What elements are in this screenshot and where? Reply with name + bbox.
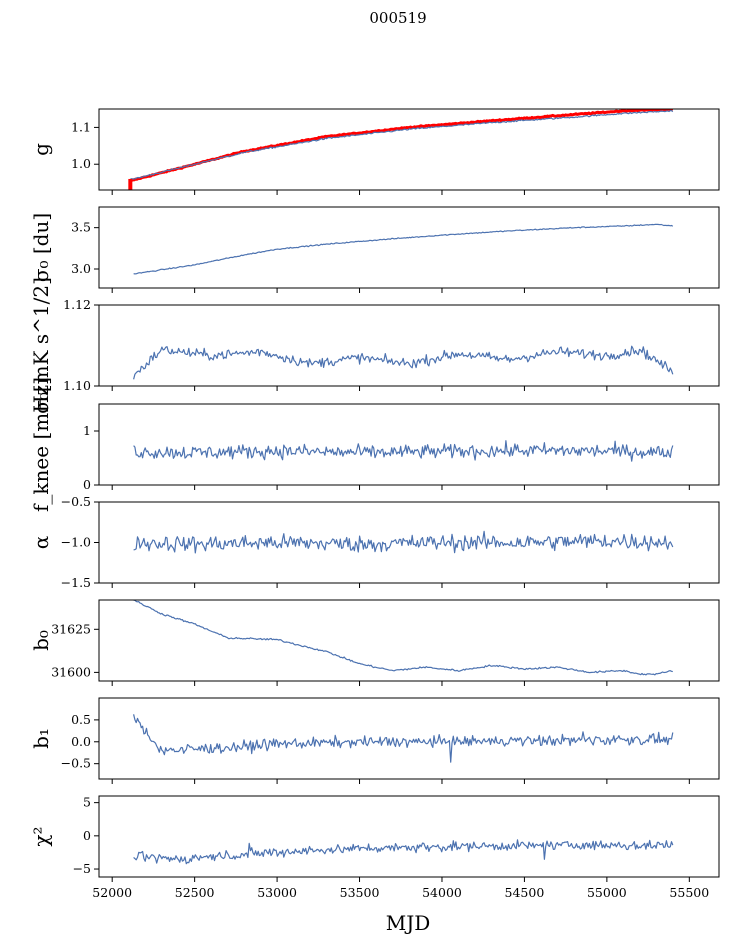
ylabel-fknee: f_knee [mHz] <box>29 377 53 512</box>
series-line-g-1 <box>130 109 674 180</box>
ytick-label: 3.0 <box>71 261 91 276</box>
series-line-sigma0_du-0 <box>133 223 674 275</box>
series-group-alpha <box>133 530 674 554</box>
series-line-b1-0 <box>133 714 674 763</box>
ytick-label: −0.5 <box>61 756 91 771</box>
series-line-chi2-0 <box>133 839 674 865</box>
panel-b1: −0.5 0.0 0.5 b₁ <box>29 697 720 784</box>
xtick-label: 52500 <box>175 885 215 900</box>
panel-g: 1.0 1.1 g <box>29 108 720 195</box>
ytick-label: −1.5 <box>61 575 91 590</box>
panel-sigma0_du: 3.0 3.5 σ₀ [du] <box>29 206 720 293</box>
axes-frame-chi2 <box>98 795 720 878</box>
figure-title: 000519 <box>369 9 426 27</box>
ylabel-b0: b₀ <box>29 630 53 651</box>
series-group-b0 <box>133 600 673 676</box>
ytick-label: 1.12 <box>63 297 91 312</box>
ytick-label: 3.5 <box>71 220 91 235</box>
series-line-g-0 <box>130 109 674 182</box>
ylabel-chi2: χ² <box>29 826 53 846</box>
panel-chi2: −5 0 5 52000 52500 53000 53500 54000 54500 55000 5… <box>29 795 720 900</box>
ylabel-alpha: α <box>29 536 53 550</box>
ytick-label: 31625 <box>51 621 91 636</box>
ytick-label: 1.0 <box>71 156 91 171</box>
ytick-label: 5 <box>83 795 91 810</box>
xtick-label: 54000 <box>422 885 462 900</box>
series-group-chi2 <box>133 839 674 865</box>
ylabel-g: g <box>29 143 53 156</box>
series-line-alpha-0 <box>133 530 674 554</box>
xtick-label: 54500 <box>505 885 545 900</box>
series-group-sigma0_du <box>133 223 674 275</box>
ytick-label: 0 <box>83 828 91 843</box>
ytick-label: 0.0 <box>71 734 91 749</box>
ytick-label: 0 <box>83 477 91 492</box>
axes-frame-b1 <box>98 697 720 780</box>
ytick-label: 1.10 <box>63 378 91 393</box>
series-group-b1 <box>133 714 674 763</box>
axes-frame-fknee <box>98 403 720 486</box>
xtick-label: 53000 <box>257 885 297 900</box>
panel-alpha: −1.5 −1.0 −0.5 α <box>29 494 720 590</box>
series-line-b0-0 <box>133 600 673 676</box>
panels-container: 1.0 1.1 g 3.0 3.5 σ₀ [du] 1.10 1.12 σ₀[mK s^1/2]… <box>29 108 720 900</box>
series-group-sigma0_mk <box>133 345 674 380</box>
ytick-label: −1.0 <box>61 535 91 550</box>
ylabel-sigma0_mk: σ₀[mK s^1/2] <box>29 277 53 414</box>
ylabel-sigma0_du: σ₀ [du] <box>29 213 53 282</box>
panel-sigma0_mk: 1.10 1.12 σ₀[mK s^1/2] <box>29 277 720 414</box>
axes-frame-b0 <box>98 599 720 682</box>
ytick-label: 0.5 <box>71 712 91 727</box>
ytick-label: 1.1 <box>71 119 91 134</box>
axes-frame-sigma0_mk <box>98 304 720 387</box>
series-line-sigma0_mk-0 <box>133 345 674 380</box>
ytick-label: −0.5 <box>61 494 91 509</box>
panel-fknee: 0 1 f_knee [mHz] <box>29 377 720 512</box>
xtick-label: 53500 <box>340 885 380 900</box>
series-line-fknee-0 <box>133 440 674 462</box>
series-group-fknee <box>133 440 674 462</box>
ytick-label: −5 <box>73 861 91 876</box>
xtick-label: 55500 <box>669 885 709 900</box>
x-axis-label: MJD <box>386 911 431 935</box>
series-group-g <box>128 109 674 190</box>
axes-frame-sigma0_du <box>98 206 720 289</box>
xtick-label: 52000 <box>92 885 132 900</box>
ytick-label: 1 <box>83 423 91 438</box>
ylabel-b1: b₁ <box>29 728 53 749</box>
axes-frame-g <box>98 108 720 191</box>
ytick-label: 31600 <box>51 664 91 679</box>
xtick-label: 55000 <box>587 885 627 900</box>
